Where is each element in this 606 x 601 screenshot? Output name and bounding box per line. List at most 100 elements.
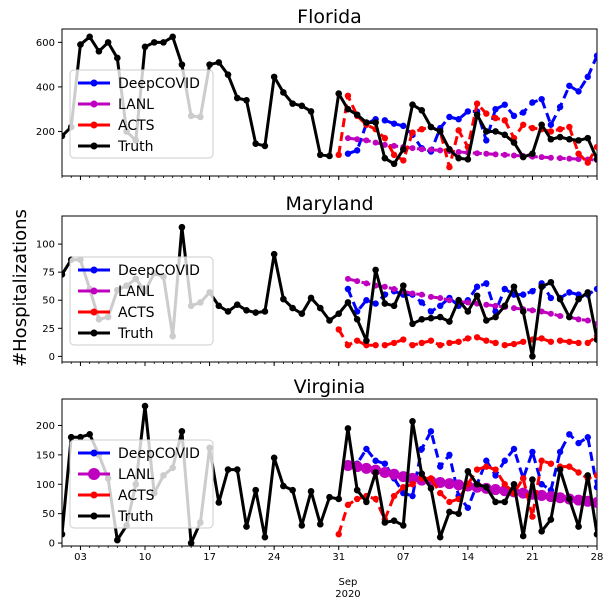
- data-point-truth: [556, 295, 564, 303]
- data-point-acts: [372, 495, 379, 503]
- data-point-lanl: [391, 142, 398, 149]
- data-point-acts: [547, 460, 555, 467]
- data-point-acts: [400, 336, 407, 343]
- data-point-truth: [381, 300, 389, 307]
- data-point-truth: [289, 304, 296, 312]
- legend-label: DeepCOVID: [118, 76, 200, 92]
- legend-marker: [90, 79, 98, 87]
- data-point-truth: [473, 292, 481, 300]
- data-point-lanl: [443, 478, 455, 490]
- legend-marker: [90, 512, 98, 520]
- data-point-lanl: [354, 136, 361, 143]
- data-point-acts: [464, 335, 472, 342]
- data-point-truth: [77, 41, 84, 48]
- series-layer: [62, 33, 597, 171]
- data-point-truth: [270, 250, 278, 258]
- legend-marker: [90, 491, 98, 499]
- data-point-deepcovid: [400, 122, 407, 130]
- data-point-acts: [556, 337, 564, 344]
- data-point-truth: [62, 271, 66, 278]
- data-point-truth: [335, 310, 343, 318]
- data-point-acts: [501, 481, 508, 488]
- data-point-acts: [446, 163, 453, 171]
- data-point-deepcovid: [510, 112, 518, 120]
- data-point-truth: [390, 160, 398, 168]
- data-point-lanl: [434, 476, 446, 488]
- data-point-deepcovid: [529, 99, 536, 106]
- data-point-deepcovid: [363, 297, 370, 304]
- data-point-acts: [510, 340, 518, 348]
- data-point-truth: [289, 100, 296, 107]
- data-point-lanl: [453, 479, 465, 491]
- data-point-deepcovid: [473, 283, 481, 290]
- data-point-deepcovid: [520, 291, 527, 298]
- data-point-acts: [381, 341, 389, 349]
- legend-label: ACTS: [118, 488, 155, 504]
- data-point-acts: [547, 128, 555, 135]
- data-point-truth: [243, 523, 250, 530]
- data-point-truth: [353, 316, 361, 323]
- x-tick-label: 17: [203, 552, 216, 563]
- x-axis-month-label: Sep: [339, 577, 358, 588]
- data-point-acts: [520, 121, 527, 128]
- data-point-truth: [95, 47, 103, 55]
- data-point-deepcovid: [427, 308, 435, 315]
- data-point-acts: [501, 341, 508, 349]
- data-point-acts: [492, 466, 499, 473]
- data-point-lanl: [575, 316, 582, 323]
- data-point-truth: [344, 425, 352, 432]
- data-point-truth: [252, 140, 260, 148]
- data-point-truth: [280, 295, 287, 303]
- data-point-truth: [307, 294, 315, 302]
- data-point-truth: [584, 472, 592, 479]
- data-point-truth: [363, 119, 370, 126]
- data-point-truth: [62, 530, 66, 538]
- data-point-truth: [538, 121, 545, 129]
- data-point-truth: [233, 301, 241, 309]
- data-point-acts: [547, 338, 555, 345]
- data-point-acts: [427, 337, 435, 344]
- data-point-deepcovid: [390, 120, 398, 127]
- data-point-truth: [270, 73, 278, 81]
- data-point-deepcovid: [593, 484, 597, 491]
- x-tick-label: 24: [268, 552, 281, 563]
- y-tick-label: 400: [36, 82, 55, 93]
- x-tick-label: 07: [397, 552, 410, 563]
- legend-marker: [90, 266, 98, 274]
- y-tick-label: 75: [42, 268, 55, 279]
- legend-label: LANL: [118, 284, 154, 300]
- legend-label: LANL: [118, 97, 154, 113]
- data-point-truth: [224, 466, 232, 473]
- legend-label: ACTS: [118, 305, 155, 321]
- data-point-acts: [436, 341, 444, 349]
- data-point-truth: [67, 433, 75, 441]
- data-point-lanl: [554, 492, 566, 504]
- data-point-acts: [335, 326, 342, 333]
- data-point-lanl: [409, 290, 416, 297]
- data-point-deepcovid: [344, 285, 352, 293]
- data-point-truth: [418, 316, 426, 323]
- data-point-truth: [316, 520, 324, 528]
- data-point-deepcovid: [566, 82, 573, 89]
- data-point-lanl: [407, 472, 419, 484]
- data-point-truth: [399, 282, 407, 289]
- data-point-deepcovid: [593, 52, 597, 59]
- data-point-acts: [593, 472, 597, 479]
- data-point-truth: [464, 155, 472, 163]
- data-point-truth: [141, 43, 149, 51]
- legend-box: [69, 439, 214, 529]
- data-point-acts: [473, 466, 481, 473]
- data-point-deepcovid: [593, 285, 597, 293]
- data-point-deepcovid: [372, 457, 379, 464]
- data-point-truth: [344, 299, 352, 306]
- data-point-truth: [418, 106, 426, 114]
- data-point-truth: [519, 532, 527, 540]
- data-point-deepcovid: [418, 445, 425, 453]
- data-point-truth: [593, 155, 597, 163]
- data-point-acts: [492, 114, 499, 122]
- data-point-lanl: [538, 308, 545, 315]
- data-point-truth: [160, 39, 167, 46]
- data-point-lanl: [584, 317, 591, 324]
- data-point-truth: [529, 150, 536, 158]
- data-point-truth: [483, 128, 490, 135]
